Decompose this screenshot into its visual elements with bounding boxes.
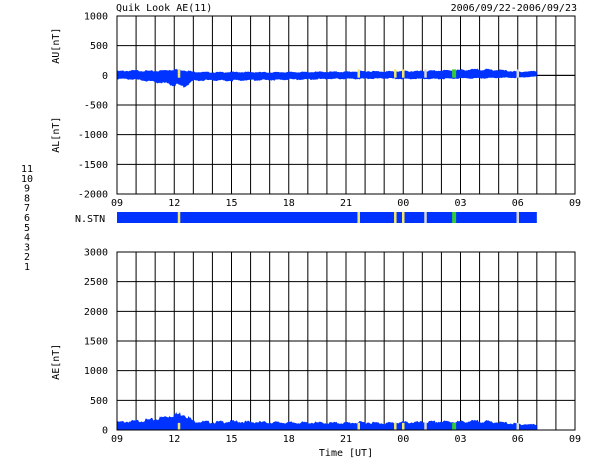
- legend-entry: 7: [24, 203, 30, 214]
- ae-y-tick-label: 2500: [84, 277, 108, 288]
- station-change-marker: [516, 69, 519, 78]
- station-change-marker: [452, 422, 457, 430]
- ae-panel: 0 500 1000 1500 2000 2500 3000 09 12 15 18 21 00 03 06…: [51, 248, 581, 460]
- au-al-x-tick-label: 03: [454, 198, 466, 209]
- au-al-x-tick-label: 12: [168, 198, 180, 209]
- ae-x-tick-label: 18: [283, 434, 295, 445]
- au-axis-label: AU[nT]: [51, 28, 62, 64]
- au-al-y-tick-label: -2000: [78, 190, 108, 201]
- au-al-x-tick-label: 18: [283, 198, 295, 209]
- au-al-x-tick-label: 09: [111, 198, 123, 209]
- ae-axis-label: AE[nT]: [51, 344, 62, 380]
- date-range: 2006/09/22-2006/09/23: [451, 3, 577, 14]
- station-change-marker: [402, 69, 405, 78]
- ae-frame: [116, 251, 576, 431]
- au-al-x-tick-label: 06: [512, 198, 524, 209]
- station-bar-marker: [452, 212, 457, 223]
- station-bar-marker: [177, 212, 181, 223]
- station-change-marker: [357, 422, 360, 430]
- au-al-y-tick-label: -500: [84, 101, 108, 112]
- ae-x-tick-label: 21: [340, 434, 352, 445]
- ae-area: [117, 412, 537, 430]
- legend-entry: 6: [24, 213, 30, 224]
- ae-x-tick-label: 09: [111, 434, 123, 445]
- station-change-marker: [357, 69, 360, 78]
- au-al-y-tick-label: 1000: [84, 12, 108, 23]
- legend-entry: 8: [24, 193, 30, 204]
- au-al-x-tick-label: 15: [225, 198, 237, 209]
- station-bar-fill: [117, 212, 537, 223]
- al-axis-label: AL[nT]: [51, 117, 62, 153]
- legend-entry: 11: [21, 164, 33, 175]
- au-al-area: [117, 68, 537, 88]
- ae-x-tick-label: 00: [397, 434, 409, 445]
- au-al-y-tick-label: 500: [90, 41, 108, 52]
- legend-entry: 10: [21, 174, 33, 185]
- ae-y-tick-label: 0: [102, 426, 108, 437]
- au-al-y-tick-label: 0: [102, 71, 108, 82]
- ae-y-tick-label: 3000: [84, 248, 108, 259]
- station-change-marker: [394, 69, 397, 78]
- station-bar-marker: [516, 212, 519, 223]
- au-al-panel: -2000 -1500 -1000 -500 0 500 1000 09 12 15 18 21 00 0…: [51, 12, 581, 210]
- station-count-bar: N.STN: [75, 212, 537, 225]
- au-al-x-tick-label: 00: [397, 198, 409, 209]
- legend-entry: 3: [24, 242, 30, 253]
- ae-x-tick-label: 09: [569, 434, 581, 445]
- station-change-marker: [424, 69, 427, 78]
- au-al-y-tick-label: -1500: [78, 160, 108, 171]
- station-change-marker: [394, 422, 397, 430]
- ae-y-tick-label: 500: [90, 396, 108, 407]
- x-axis-label: Time [UT]: [319, 448, 373, 459]
- legend-entry: 4: [24, 233, 30, 244]
- station-change-marker: [516, 422, 519, 430]
- station-change-marker: [177, 69, 181, 78]
- legend-entry: 9: [24, 184, 30, 195]
- station-bar-marker: [357, 212, 360, 223]
- ae-x-tick-label: 12: [168, 434, 180, 445]
- au-al-y-tick-label: -1000: [78, 130, 108, 141]
- station-bar-marker: [424, 212, 427, 223]
- legend-entry: 2: [24, 252, 30, 263]
- station-bar-marker: [402, 212, 405, 223]
- legend-entry: 1: [24, 262, 30, 273]
- chart-title: Quik Look AE(11): [116, 3, 212, 14]
- station-bar-label: N.STN: [75, 214, 105, 225]
- ae-y-tick-label: 1500: [84, 337, 108, 348]
- legend-entry: 5: [24, 223, 30, 234]
- ae-y-tick-label: 2000: [84, 307, 108, 318]
- station-change-marker: [452, 69, 457, 78]
- station-change-marker: [177, 422, 181, 430]
- au-al-x-tick-label: 09: [569, 198, 581, 209]
- ae-x-tick-label: 15: [225, 434, 237, 445]
- ae-x-tick-label: 03: [454, 434, 466, 445]
- ae-y-tick-label: 1000: [84, 366, 108, 377]
- ae-x-tick-label: 06: [512, 434, 524, 445]
- station-change-marker: [402, 422, 405, 430]
- au-al-x-tick-label: 21: [340, 198, 352, 209]
- station-change-marker: [424, 422, 427, 430]
- au-al-frame: [116, 15, 576, 195]
- station-bar-marker: [394, 212, 397, 223]
